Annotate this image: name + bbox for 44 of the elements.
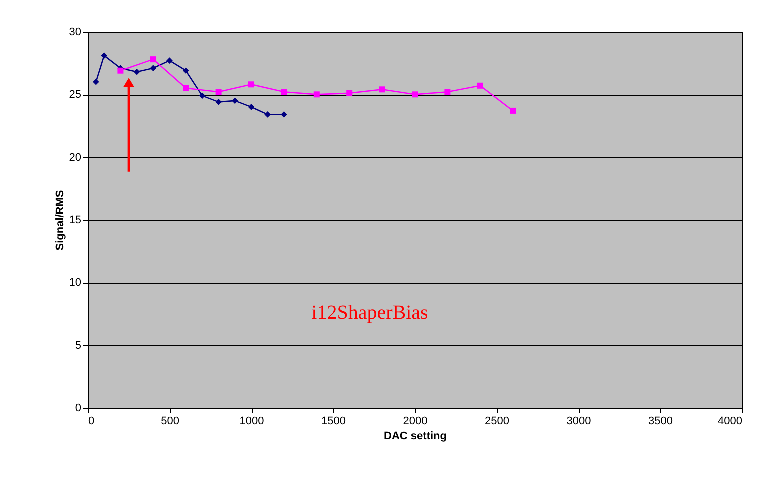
point [166, 58, 173, 64]
y-tick-label: 10 [69, 277, 82, 290]
x-tick-label: 1500 [322, 416, 346, 428]
point [199, 92, 206, 100]
y-tick-label: 5 [75, 340, 82, 352]
point [281, 112, 288, 118]
x-tick-label: 3500 [648, 416, 673, 428]
point [118, 68, 124, 74]
y-tick-label: 20 [69, 152, 82, 164]
x-tick-label: 4000 [718, 416, 742, 428]
y-axis-title: Signal/RMS [54, 190, 66, 251]
point [150, 56, 156, 63]
point [248, 82, 254, 88]
x-tick-label: 1000 [240, 416, 264, 428]
point [93, 78, 100, 86]
x-tick-label: 0 [88, 416, 95, 428]
x-tick-label: 2000 [403, 416, 428, 428]
point [101, 52, 108, 59]
point [510, 108, 516, 114]
point [264, 112, 272, 118]
y-tick-label: 25 [69, 89, 82, 102]
point [248, 104, 255, 110]
point [314, 92, 320, 98]
point [134, 68, 140, 76]
y-tick-label: 15 [69, 214, 82, 226]
point [281, 89, 288, 96]
y-tick-label: 0 [75, 402, 82, 414]
point [477, 82, 484, 89]
point [232, 98, 238, 104]
point [346, 90, 353, 96]
point [183, 85, 190, 92]
point [216, 99, 222, 106]
point [150, 65, 157, 72]
point [444, 89, 451, 96]
annotation: i12ShaperBias [312, 302, 429, 324]
point [379, 86, 386, 93]
x-tick-label: 3000 [566, 416, 592, 428]
point [182, 68, 190, 74]
point [412, 92, 418, 98]
x-tick-label: 500 [161, 416, 180, 428]
point [216, 89, 222, 96]
x-axis-title: DAC setting [384, 430, 447, 442]
y-tick-label: 30 [69, 26, 82, 38]
x-tick-label: 2500 [485, 416, 510, 428]
